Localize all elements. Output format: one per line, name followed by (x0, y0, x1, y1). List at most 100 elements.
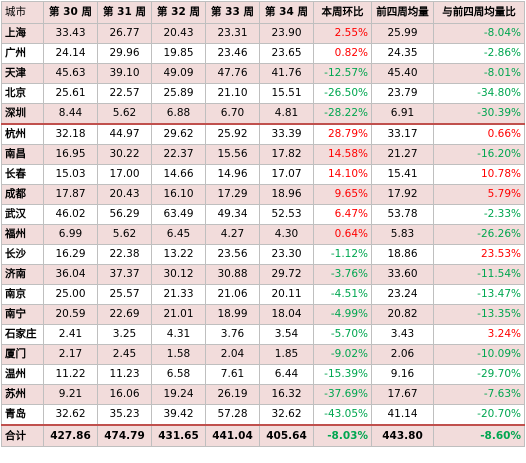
table-row: 温州 11.22 11.23 6.58 7.61 6.44 -15.39% 9.16 -29.7… (1, 364, 525, 385)
row-week-34: 23.30 (259, 244, 314, 265)
row-avg4: 2.06 (371, 344, 434, 365)
table-row: 南宁 20.59 22.69 21.01 18.99 18.04 -4.99% 20.82 -1… (1, 304, 525, 325)
row-avg4: 5.83 (371, 224, 434, 245)
row-week-31: 5.62 (97, 103, 152, 125)
row-week-33: 47.76 (205, 63, 260, 84)
row-week-33: 23.46 (205, 43, 260, 64)
row-vs-avg4: -30.39% (433, 103, 525, 125)
row-week-30: 2.17 (43, 344, 98, 365)
header-week-32: 第 32 周 (151, 1, 206, 24)
row-week-32: 6.88 (151, 103, 206, 125)
row-week-33: 23.31 (205, 23, 260, 44)
row-week-33: 26.19 (205, 384, 260, 405)
row-week-30: 32.62 (43, 404, 98, 426)
row-week-30: 8.44 (43, 103, 98, 125)
total-avg4: 443.80 (371, 424, 434, 447)
row-city: 深圳 (1, 103, 44, 125)
row-week-30: 24.14 (43, 43, 98, 64)
row-avg4: 6.91 (371, 103, 434, 125)
row-city: 杭州 (1, 123, 44, 145)
table-row: 天津 45.63 39.10 49.09 47.76 41.76 -12.57% 45.40-… (1, 63, 525, 84)
row-week-34: 18.96 (259, 184, 314, 205)
row-vs-avg4: -2.86% (433, 43, 525, 64)
row-week-32: 13.22 (151, 244, 206, 265)
row-vs-avg4: 0.66% (433, 123, 525, 145)
row-week-34: 16.32 (259, 384, 314, 405)
row-avg4: 15.41 (371, 164, 434, 185)
row-week-30: 45.63 (43, 63, 98, 84)
row-wow: 14.10% (313, 164, 372, 185)
row-wow: -26.50% (313, 83, 372, 104)
row-week-34: 17.82 (259, 144, 314, 165)
row-vs-avg4: -16.20% (433, 144, 525, 165)
row-avg4: 20.82 (371, 304, 434, 325)
row-wow: 6.47% (313, 204, 372, 225)
table-row: 厦门 2.17 2.45 1.58 2.04 1.85 -9.02% 2.06 -10.09% (1, 344, 525, 365)
row-week-31: 39.10 (97, 63, 152, 84)
row-week-30: 6.99 (43, 224, 98, 245)
header-row: 城市 第 30 周 第 31 周 第 32 周 第 33 周 第 34 周 本周… (1, 1, 525, 24)
row-week-30: 36.04 (43, 264, 98, 285)
row-city: 南京 (1, 284, 44, 305)
row-week-30: 20.59 (43, 304, 98, 325)
row-week-32: 4.31 (151, 324, 206, 345)
row-vs-avg4: 23.53% (433, 244, 525, 265)
row-wow: 2.55% (313, 23, 372, 44)
row-week-32: 14.66 (151, 164, 206, 185)
table-row: 苏州 9.21 16.06 19.24 26.19 16.32 -37.69% 17.67 -7… (1, 384, 525, 405)
row-week-30: 46.02 (43, 204, 98, 225)
row-avg4: 53.78 (371, 204, 434, 225)
row-week-32: 1.58 (151, 344, 206, 365)
total-week-33: 441.04 (205, 424, 260, 447)
row-vs-avg4: 5.79% (433, 184, 525, 205)
total-row: 合计 427.86 474.79 431.65 441.04 405.64 -8… (1, 424, 525, 447)
total-label: 合计 (1, 424, 44, 447)
row-avg4: 3.43 (371, 324, 434, 345)
row-avg4: 23.24 (371, 284, 434, 305)
row-week-34: 32.62 (259, 404, 314, 426)
row-vs-avg4: -7.63% (433, 384, 525, 405)
row-week-32: 16.10 (151, 184, 206, 205)
row-wow: -37.69% (313, 384, 372, 405)
table-row: 长沙 16.29 22.38 13.22 23.56 23.30 -1.12% 18.86 23… (1, 244, 525, 265)
row-city: 武汉 (1, 204, 44, 225)
row-city: 青岛 (1, 404, 44, 426)
row-week-34: 18.04 (259, 304, 314, 325)
row-week-33: 17.29 (205, 184, 260, 205)
row-wow: -12.57% (313, 63, 372, 84)
table-row: 青岛 32.62 35.23 39.42 57.28 32.62 -43.05% 41.14-… (1, 404, 525, 426)
row-city: 温州 (1, 364, 44, 385)
row-wow: 28.79% (313, 123, 372, 145)
row-week-32: 22.37 (151, 144, 206, 165)
row-week-32: 19.85 (151, 43, 206, 64)
table-row: 长春 15.03 17.00 14.66 14.96 17.07 14.10% 15.41 10… (1, 164, 525, 185)
row-week-31: 22.38 (97, 244, 152, 265)
row-avg4: 33.60 (371, 264, 434, 285)
row-week-31: 11.23 (97, 364, 152, 385)
row-wow: -28.22% (313, 103, 372, 125)
row-week-32: 21.01 (151, 304, 206, 325)
row-week-33: 7.61 (205, 364, 260, 385)
row-week-30: 33.43 (43, 23, 98, 44)
header-week-33: 第 33 周 (205, 1, 260, 24)
table-row: 广州 24.14 29.96 19.85 23.46 23.65 0.82% 24.35 -2.… (1, 43, 525, 64)
row-wow: 14.58% (313, 144, 372, 165)
row-week-32: 39.42 (151, 404, 206, 426)
row-vs-avg4: 10.78% (433, 164, 525, 185)
row-week-31: 22.57 (97, 83, 152, 104)
row-week-32: 63.49 (151, 204, 206, 225)
row-week-30: 17.87 (43, 184, 98, 205)
row-wow: 0.64% (313, 224, 372, 245)
row-week-33: 57.28 (205, 404, 260, 426)
row-week-33: 6.70 (205, 103, 260, 125)
table-row: 石家庄 2.41 3.25 4.31 3.76 3.54 -5.70% 3.43 3.24% (1, 324, 525, 345)
row-wow: -4.51% (313, 284, 372, 305)
header-avg4: 前四周均量 (371, 1, 434, 24)
row-week-32: 30.12 (151, 264, 206, 285)
row-week-31: 26.77 (97, 23, 152, 44)
row-city: 福州 (1, 224, 44, 245)
row-wow: -3.76% (313, 264, 372, 285)
total-week-34: 405.64 (259, 424, 314, 447)
row-wow: -9.02% (313, 344, 372, 365)
row-city: 厦门 (1, 344, 44, 365)
